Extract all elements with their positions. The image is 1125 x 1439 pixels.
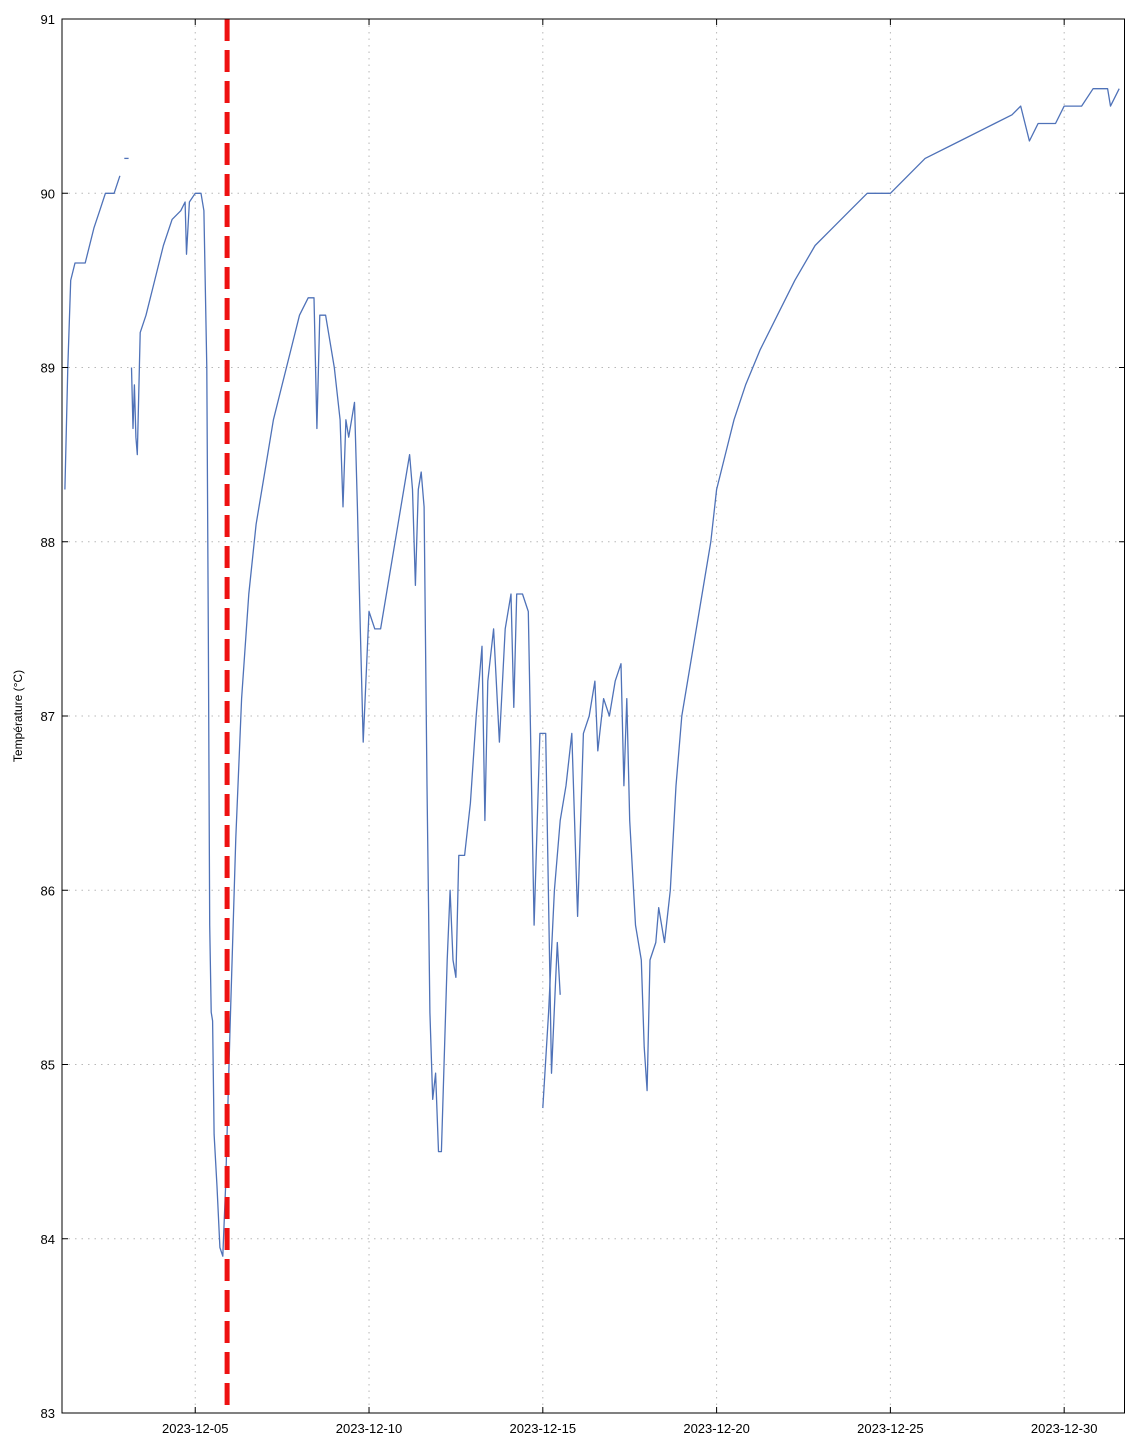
x-tick-label: 2023-12-15 <box>510 1421 577 1436</box>
y-tick-label: 87 <box>41 709 55 724</box>
y-tick-label: 91 <box>41 12 55 27</box>
y-tick-label: 85 <box>41 1058 55 1073</box>
y-tick-label: 89 <box>41 361 55 376</box>
series-layer <box>64 88 1120 1257</box>
y-tick-label: 90 <box>41 186 55 201</box>
series-line-segment <box>542 88 1120 1109</box>
series-line-segment <box>130 192 561 1257</box>
y-axis-label: Température (°C) <box>11 670 25 762</box>
x-tick-label: 2023-12-05 <box>162 1421 229 1436</box>
x-tick-label: 2023-12-25 <box>857 1421 924 1436</box>
y-tick-label: 88 <box>41 535 55 550</box>
x-tick-label: 2023-12-20 <box>683 1421 750 1436</box>
x-tick-label: 2023-12-30 <box>1031 1421 1098 1436</box>
plot-frame <box>61 18 1125 1414</box>
y-tick-label: 86 <box>41 883 55 898</box>
grid-lines <box>62 19 1125 1413</box>
y-tick-label: 84 <box>41 1232 55 1247</box>
y-tick-label: 83 <box>41 1406 55 1421</box>
series-line-segment <box>64 175 121 490</box>
x-tick-label: 2023-12-10 <box>336 1421 403 1436</box>
axis-ticks: 2023-12-05 2023-12-10 2023-12-15 2023-12-20… <box>41 12 1125 1436</box>
